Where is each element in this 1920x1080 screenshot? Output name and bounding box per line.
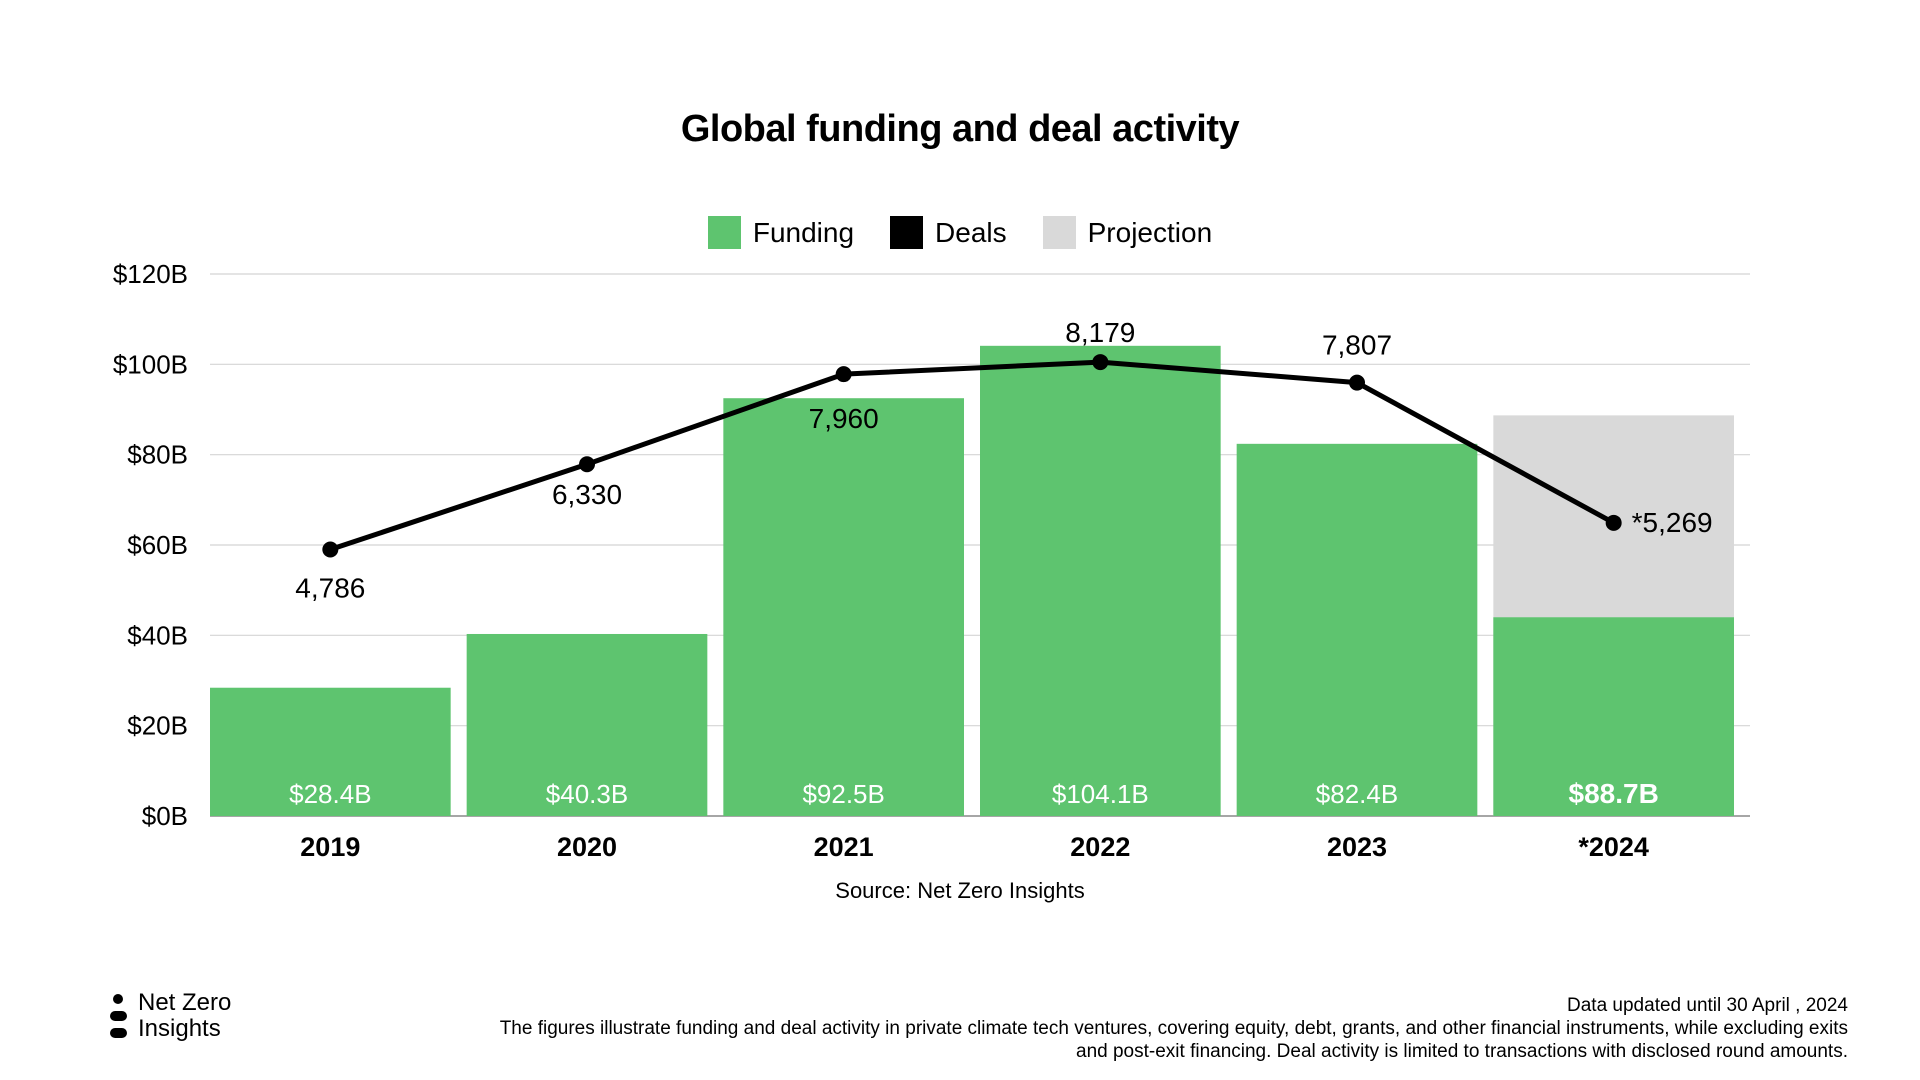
- deals-value-label: 7,807: [1322, 330, 1392, 361]
- deals-value-label: *5,269: [1632, 507, 1713, 538]
- y-tick-label: $0B: [142, 801, 188, 831]
- deals-point: [322, 541, 339, 558]
- deals-point: [1349, 374, 1365, 391]
- logo-line-2: Insights: [138, 1015, 221, 1042]
- funding-bar: [1236, 443, 1478, 816]
- logo-mark-icon: [110, 992, 128, 1040]
- legend-swatch-projection: [1042, 216, 1076, 249]
- deals-point: [579, 456, 595, 473]
- deals-value-label: 7,960: [809, 403, 879, 434]
- y-tick-label: $80B: [127, 440, 188, 470]
- deals-point: [835, 366, 852, 383]
- funding-bar: [723, 398, 964, 816]
- funding-bar: [466, 633, 708, 816]
- chart-legend: Funding Deals Projection: [0, 216, 1920, 249]
- x-tick-label: 2023: [1327, 832, 1387, 862]
- footer-notes: Data updated until 30 April , 2024 The f…: [288, 994, 1848, 1063]
- legend-swatch-funding: [707, 216, 741, 249]
- funding-bar: [210, 687, 451, 816]
- legend-swatch-deals: [890, 216, 924, 249]
- logo-text: Net Zero Insights: [138, 990, 231, 1042]
- x-tick-label: 2019: [300, 832, 360, 862]
- legend-label-deals: Deals: [935, 216, 1007, 248]
- logo-line-1: Net Zero: [138, 989, 232, 1016]
- footer-note-line-1: The figures illustrate funding and deal …: [499, 1018, 1848, 1039]
- funding-value-label: $88.7B: [1569, 778, 1659, 809]
- y-tick-label: $120B: [113, 259, 188, 289]
- y-tick-label: $100B: [113, 349, 188, 379]
- y-tick-label: $60B: [127, 530, 188, 560]
- funding-value-label: $28.4B: [289, 779, 371, 809]
- x-tick-label: 2021: [814, 832, 874, 862]
- footer-updated: Data updated until 30 April , 2024: [1567, 995, 1848, 1016]
- deals-value-label: 4,786: [295, 573, 365, 604]
- funding-bar: [1493, 617, 1734, 816]
- chart-source: Source: Net Zero Insights: [835, 878, 1085, 903]
- deals-line: [329, 359, 1615, 552]
- deals-value-label: 6,330: [552, 479, 622, 510]
- deals-point: [1605, 514, 1622, 531]
- x-tick-label: 2020: [557, 832, 617, 862]
- y-tick-label: $20B: [127, 711, 188, 741]
- legend-item-funding: Funding: [707, 216, 855, 249]
- brand-logo: Net Zero Insights: [110, 990, 231, 1042]
- deals-point: [1092, 354, 1109, 371]
- legend-label-funding: Funding: [752, 216, 855, 248]
- legend-label-projection: Projection: [1087, 216, 1213, 248]
- funding-value-label: $40.3B: [546, 779, 628, 809]
- funding-value-label: $92.5B: [802, 779, 884, 809]
- x-tick-label: *2024: [1578, 832, 1649, 862]
- funding-value-label: $104.1B: [1052, 779, 1149, 809]
- funding-value-label: $82.4B: [1316, 779, 1398, 809]
- y-tick-label: $40B: [127, 620, 188, 650]
- legend-item-projection: Projection: [1042, 216, 1213, 249]
- funding-bar: [980, 345, 1221, 816]
- deals-value-label: 8,179: [1065, 317, 1135, 348]
- x-tick-label: 2022: [1070, 832, 1130, 862]
- legend-item-deals: Deals: [890, 216, 1007, 249]
- chart-title: Global funding and deal activity: [680, 108, 1240, 150]
- footer-note-line-2: and post-exit financing. Deal activity i…: [1076, 1041, 1848, 1062]
